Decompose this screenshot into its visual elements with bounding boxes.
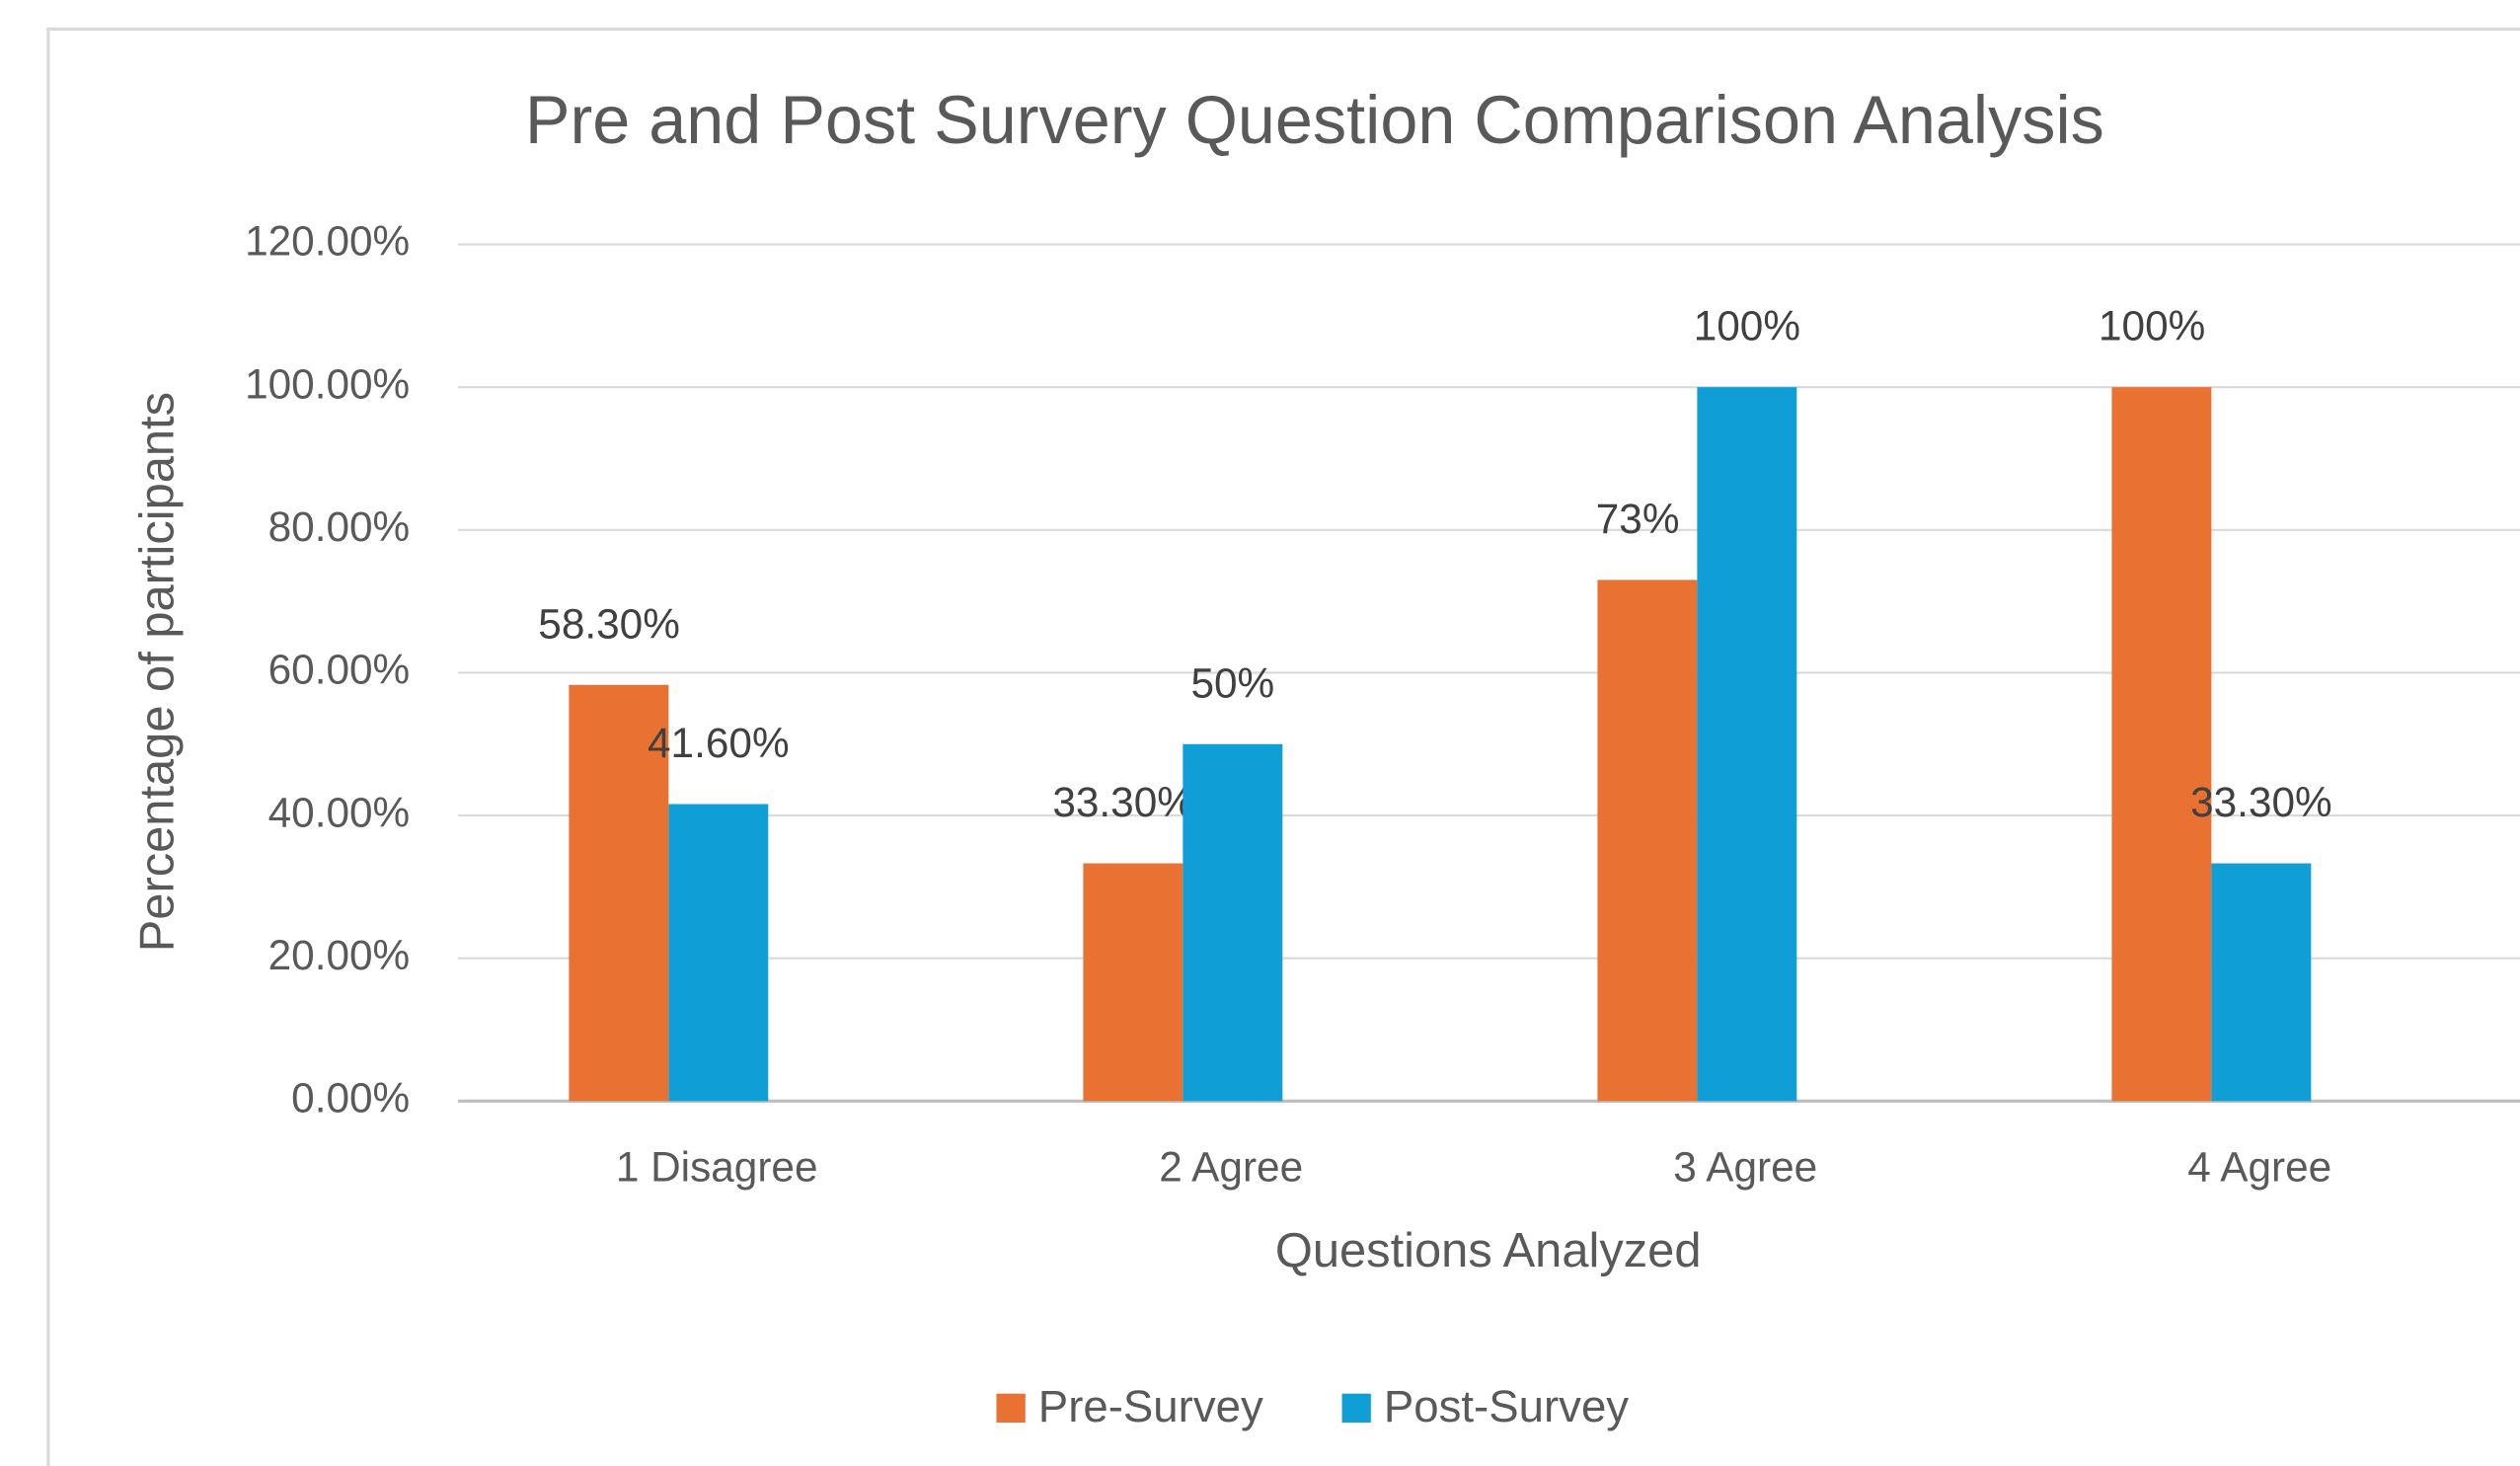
data-label: 50% (1190, 659, 1274, 706)
y-tick-label: 120.00% (245, 218, 410, 265)
data-label: 100% (2099, 303, 2205, 349)
y-tick-label: 0.00% (291, 1075, 410, 1121)
bar (668, 804, 769, 1102)
x-tick-label: 1 Disagree (616, 1144, 818, 1191)
bar (1697, 387, 1797, 1102)
data-label: 73% (1596, 496, 1680, 542)
data-label: 33.30% (2190, 779, 2332, 825)
y-tick-label: 60.00% (268, 647, 411, 693)
data-label: 41.60% (648, 720, 790, 766)
y-axis-label: Percentage of participants (131, 392, 185, 952)
chart-title: Pre and Post Survery Question Comparison… (525, 83, 2104, 158)
x-tick-label: 2 Agree (1159, 1144, 1303, 1191)
bar (1597, 579, 1698, 1102)
data-label: 33.30% (1052, 779, 1194, 825)
y-tick-label: 40.00% (268, 789, 411, 835)
x-tick-label: 3 Agree (1673, 1144, 1817, 1191)
bar (2111, 387, 2212, 1102)
bar (2211, 863, 2312, 1102)
y-tick-label: 20.00% (268, 932, 411, 978)
legend-label: Pre-Survey (1038, 1381, 1263, 1431)
bar (569, 684, 669, 1102)
x-tick-label: 4 Agree (2187, 1144, 2331, 1191)
y-tick-label: 80.00% (268, 503, 411, 550)
bar (1083, 863, 1184, 1102)
y-tick-label: 100.00% (245, 360, 410, 407)
legend-label: Post-Survey (1384, 1381, 1629, 1431)
x-axis-label: Questions Analyzed (1275, 1224, 1702, 1277)
legend-swatch (996, 1393, 1026, 1423)
data-label: 58.30% (538, 600, 680, 647)
data-label: 100% (1694, 303, 1800, 349)
bar (1183, 743, 1283, 1102)
chart-frame (46, 27, 2520, 1466)
legend-swatch (1341, 1393, 1371, 1423)
